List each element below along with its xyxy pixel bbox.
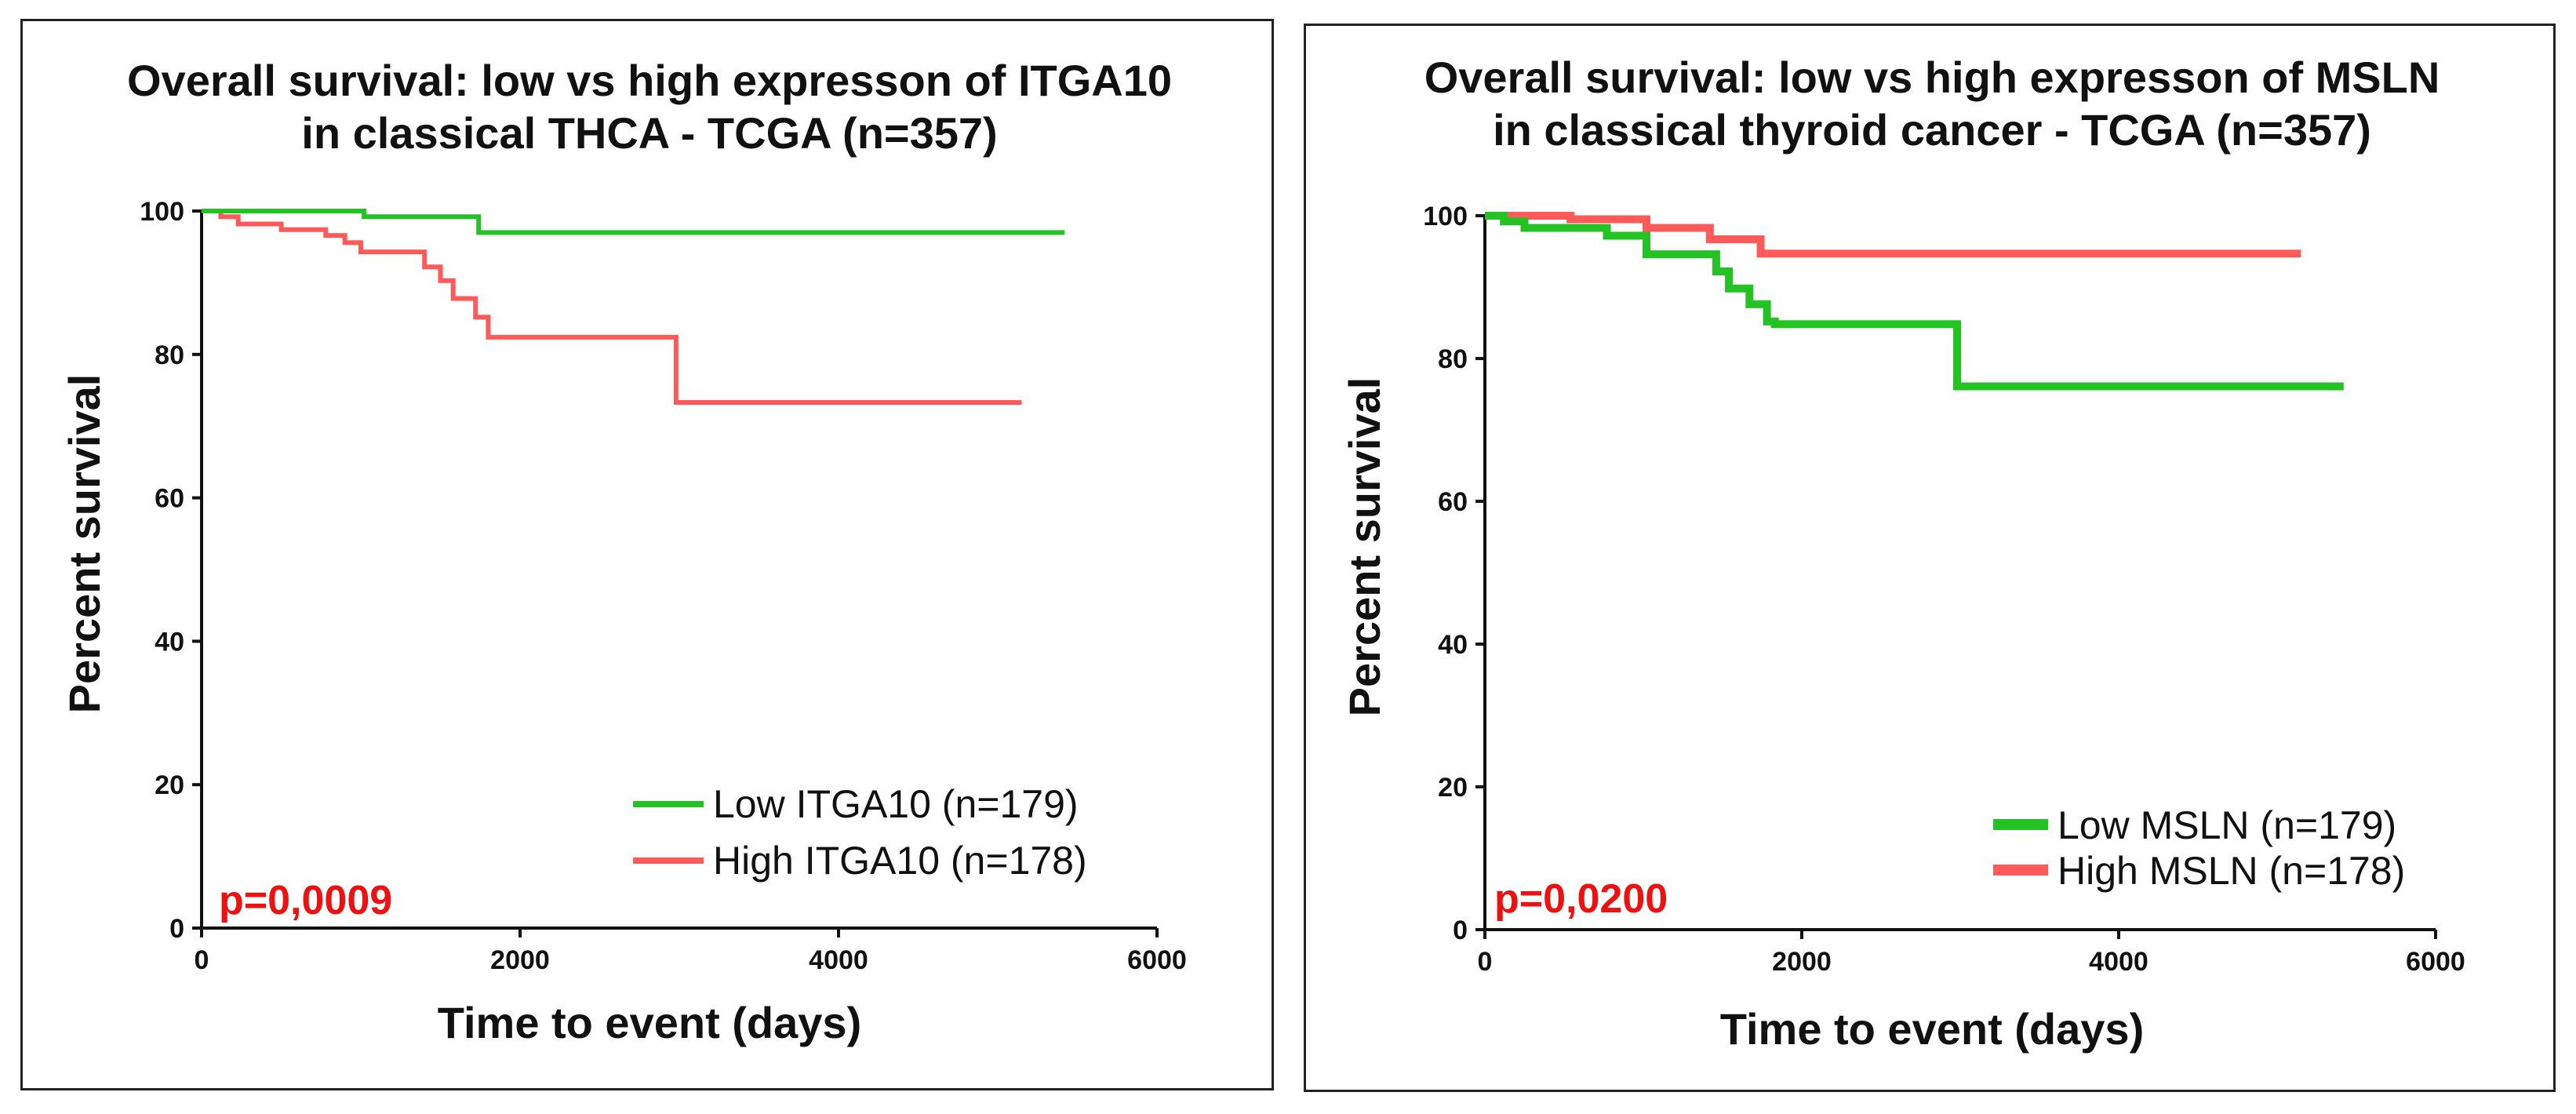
legend: Low MSLN (n=179) High MSLN (n=178) [1993,803,2405,893]
y-tick-label: 100 [140,197,184,227]
survival-chart-msln: Overall survival: low vs high expresson … [1340,53,2465,1054]
y-tick-label: 0 [1453,916,1468,945]
x-tick-label: 6000 [1127,945,1187,975]
y-axis-label: Percent survival [1340,377,1389,717]
legend: Low ITGA10 (n=179) High ITGA10 (n=178) [633,782,1087,883]
x-tick-label: 2000 [490,945,550,975]
series-line-high [202,209,1022,405]
chart-panel-left: Overall survival: low vs high expresson … [20,19,1274,1090]
x-tick-label: 0 [195,945,209,975]
chart-title-line-1: Overall survival: low vs high expresson … [127,56,1172,105]
p-value-label: p=0,0009 [219,878,392,923]
chart-title-line-1: Overall survival: low vs high expresson … [1424,53,2440,102]
series-line-low [202,209,1065,235]
axes: 0 20 40 60 80 100 0 2000 4000 6000 [1423,202,2465,977]
y-tick-label: 60 [155,484,184,514]
y-tick-label: 100 [1423,202,1468,231]
legend-label-low: Low MSLN (n=179) [2058,803,2396,847]
legend-label-low: Low ITGA10 (n=179) [713,782,1079,826]
x-axis-label: Time to event (days) [1720,1004,2144,1054]
x-tick-label: 4000 [2089,947,2148,977]
y-tick-label: 80 [155,340,184,370]
y-tick-label: 40 [1438,630,1468,660]
p-value-label: p=0,0200 [1494,876,1668,922]
y-tick-label: 0 [169,914,184,944]
x-axis-label: Time to event (days) [438,998,861,1047]
series-line-low [1485,212,2344,391]
y-tick-label: 80 [1438,344,1468,374]
chart-title-line-2: in classical THCA - TCGA (n=357) [301,108,997,158]
x-tick-label: 2000 [1772,947,1832,977]
axes: 0 20 40 60 80 100 0 2000 4000 6000 [140,197,1187,975]
x-tick-label: 6000 [2406,947,2465,977]
chart-title-line-2: in classical thyroid cancer - TCGA (n=35… [1493,105,2371,155]
legend-label-high: High ITGA10 (n=178) [713,839,1087,883]
y-axis-label: Percent survival [60,374,109,714]
y-tick-label: 20 [155,770,184,800]
y-tick-label: 20 [1438,773,1468,803]
legend-label-high: High MSLN (n=178) [2058,849,2405,893]
series-line-high [1485,212,2301,258]
x-tick-label: 0 [1478,947,1493,977]
survival-chart-itga10: Overall survival: low vs high expresson … [60,56,1187,1047]
chart-panel-right: Overall survival: low vs high expresson … [1304,24,2556,1092]
x-tick-label: 4000 [809,945,868,975]
y-tick-label: 60 [1438,487,1468,517]
y-tick-label: 40 [155,627,184,657]
